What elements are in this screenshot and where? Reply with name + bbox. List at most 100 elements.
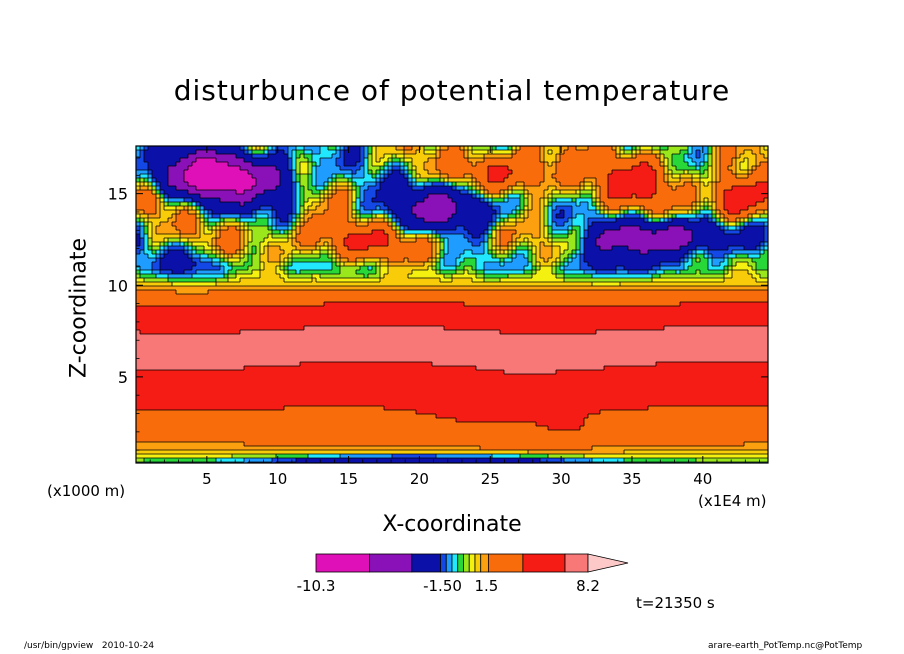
field-cell: [696, 254, 705, 259]
field-cell: [184, 206, 189, 211]
field-cell: [572, 258, 581, 263]
field-cell: [484, 242, 489, 247]
field-cell: [528, 214, 541, 219]
field-cell: [228, 274, 237, 279]
field-cell: [508, 274, 533, 279]
field-cell: [488, 202, 493, 207]
field-cell: [420, 174, 441, 179]
field-cell: [136, 418, 457, 423]
field-cell: [484, 250, 489, 255]
field-cell: [188, 238, 213, 243]
field-cell: [216, 234, 221, 239]
field-cell: [424, 182, 433, 187]
field-cell: [380, 170, 385, 175]
field-cell: [720, 158, 733, 163]
field-cell: [764, 154, 768, 159]
field-cell: [528, 258, 533, 263]
field-cell: [584, 246, 601, 251]
field-cell: [700, 202, 705, 207]
field-cell: [276, 186, 293, 191]
field-cell: [152, 270, 161, 275]
field-cell: [188, 190, 237, 195]
field-cell: [484, 186, 509, 191]
field-cell: [144, 246, 149, 251]
field-cell: [504, 198, 509, 203]
field-cell: [376, 170, 381, 175]
field-cell: [580, 190, 593, 195]
field-cell: [700, 190, 713, 195]
field-cell: [612, 246, 629, 251]
field-cell: [584, 418, 768, 423]
field-cell: [592, 182, 597, 187]
field-cell: [440, 170, 489, 175]
field-cell: [532, 234, 541, 239]
field-cell: [552, 210, 561, 215]
field-cell: [356, 170, 365, 175]
field-cell: [196, 158, 217, 163]
field-cell: [376, 154, 385, 159]
field-cell: [712, 170, 717, 175]
field-cell: [312, 174, 317, 179]
field-cell: [392, 222, 397, 227]
field-cell: [436, 414, 589, 419]
x-scale-label: (x1E4 m): [698, 492, 767, 510]
field-cell: [468, 270, 477, 275]
field-cell: [720, 174, 737, 179]
field-cell: [604, 202, 693, 207]
field-cell: [700, 210, 713, 215]
field-cell: [500, 226, 541, 231]
field-cell: [320, 198, 325, 203]
field-cell: [236, 274, 261, 279]
field-cell: [288, 158, 293, 163]
field-cell: [516, 218, 525, 223]
field-cell: [680, 246, 697, 251]
field-cell: [280, 170, 293, 175]
field-cell: [136, 338, 768, 343]
field-cell: [468, 150, 473, 155]
field-cell: [408, 170, 413, 175]
field-cell: [136, 326, 305, 331]
field-cell: [300, 210, 305, 215]
field-cell: [320, 274, 365, 279]
colorbar-segment: [315, 553, 371, 573]
field-cell: [156, 254, 161, 259]
field-cell: [136, 154, 141, 159]
field-cell: [180, 202, 189, 207]
field-cell: [464, 186, 469, 191]
field-cell: [492, 234, 497, 239]
field-cell: [152, 226, 157, 231]
field-cell: [240, 246, 245, 251]
field-cell: [136, 454, 233, 459]
field-cell: [484, 198, 489, 203]
field-cell: [700, 258, 709, 263]
field-cell: [524, 210, 529, 215]
field-cell: [396, 154, 405, 159]
field-cell: [140, 330, 241, 335]
field-cell: [368, 162, 373, 167]
field-cell: [580, 194, 593, 199]
field-cell: [584, 226, 589, 231]
field-cell: [664, 218, 669, 223]
field-cell: [320, 190, 325, 195]
field-cell: [416, 214, 453, 219]
contour-field: [136, 146, 768, 463]
field-cell: [544, 178, 557, 183]
field-cell: [300, 170, 309, 175]
field-cell: [756, 210, 765, 215]
field-cell: [652, 166, 665, 171]
field-cell: [136, 150, 141, 155]
colorbar-segment: [445, 553, 453, 573]
field-cell: [520, 214, 525, 219]
field-cell: [136, 378, 768, 383]
field-cell: [356, 262, 365, 267]
field-cell: [308, 218, 349, 223]
field-cell: [704, 214, 709, 219]
field-cell: [664, 154, 673, 159]
field-cell: [248, 250, 253, 255]
field-cell: [540, 146, 545, 151]
field-cell: [608, 174, 657, 179]
field-cell: [364, 198, 373, 203]
field-cell: [756, 262, 768, 267]
field-cell: [488, 242, 493, 247]
field-cell: [736, 158, 745, 163]
